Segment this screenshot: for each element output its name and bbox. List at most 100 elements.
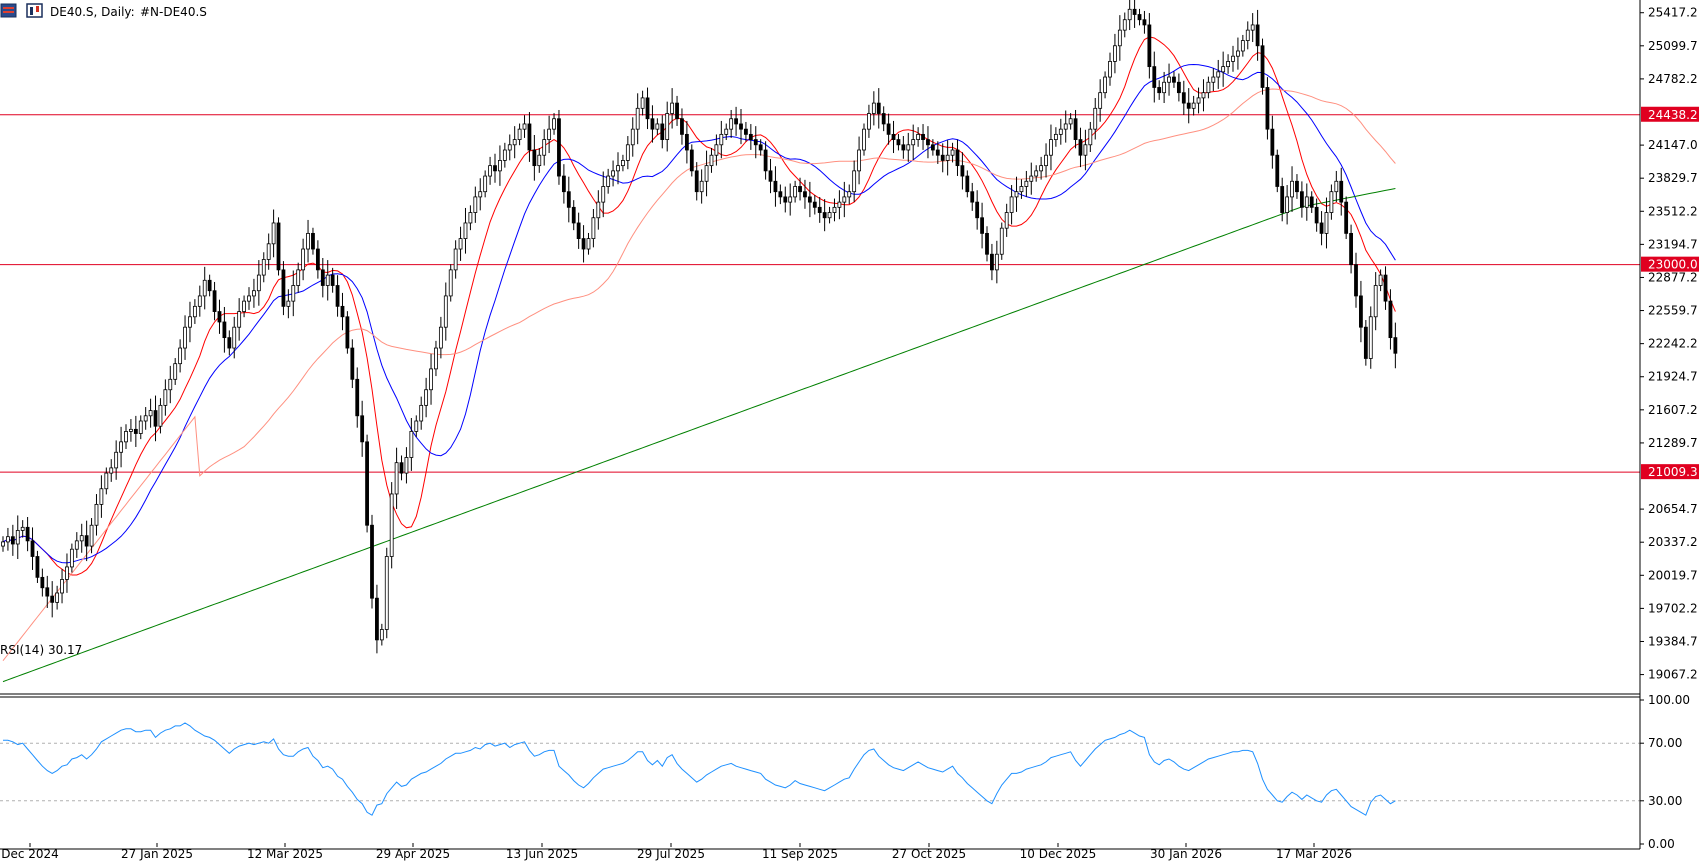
candle-body — [1226, 61, 1230, 68]
price-tick-label: 20337.2 — [1648, 535, 1698, 549]
candle-body — [414, 420, 419, 432]
candle-body — [1132, 8, 1137, 15]
candle-body — [1285, 196, 1290, 213]
moving-average-line — [2, 88, 1396, 662]
candle-body — [261, 259, 266, 276]
price-tick-label: 19067.2 — [1648, 668, 1698, 682]
candle-body — [857, 149, 861, 172]
rsi-tick-label: 70.00 — [1648, 736, 1682, 750]
time-tick-label: 27 Jan 2025 — [121, 847, 193, 861]
candle-body — [212, 290, 217, 312]
price-tick-label: 19384.7 — [1648, 634, 1698, 648]
candle-body — [138, 420, 143, 434]
price-tick-label: 21924.7 — [1648, 370, 1698, 384]
candle-body — [798, 186, 802, 193]
candle-body — [10, 536, 15, 545]
horizontal-levels[interactable]: 24438.2 23000.0 21009.3 — [0, 106, 1699, 480]
candle-body — [375, 597, 379, 641]
price-tick-label: 23194.7 — [1648, 237, 1698, 251]
candle-body — [980, 217, 984, 234]
candle-body — [832, 206, 837, 213]
candle-body — [926, 139, 930, 146]
candle-body — [660, 123, 665, 140]
price-tick-label: 23829.7 — [1648, 171, 1698, 185]
candle-body — [1319, 222, 1324, 234]
candle-body — [183, 326, 187, 349]
candle-body — [394, 462, 399, 495]
candle-body — [222, 321, 227, 339]
candle-body — [1083, 144, 1088, 156]
price-tick-label: 22559.7 — [1648, 304, 1698, 318]
candle-body — [645, 97, 650, 120]
candle-body — [502, 149, 507, 161]
candle-body — [675, 102, 679, 120]
candle-body — [581, 238, 586, 250]
candle-body — [276, 222, 281, 271]
candle-body — [1162, 81, 1167, 94]
candle-body — [158, 404, 163, 427]
candle-body — [286, 300, 291, 307]
candle-body — [340, 305, 345, 318]
candle-body — [886, 123, 891, 135]
candle-body — [463, 222, 468, 240]
candle-body — [1186, 102, 1191, 109]
candles-chart-icon[interactable] — [26, 3, 43, 18]
candle-body — [547, 128, 552, 140]
candle-body — [365, 441, 369, 526]
candle-body — [207, 279, 212, 292]
price-tick-label: 25099.7 — [1648, 39, 1698, 53]
candle-body — [1211, 76, 1216, 83]
candle-body — [1388, 300, 1393, 339]
candle-body — [1044, 154, 1048, 167]
candle-body — [842, 196, 847, 203]
candle-body — [434, 347, 438, 370]
candle-body — [965, 175, 970, 193]
candle-body — [1245, 29, 1250, 41]
candle-body — [758, 144, 763, 151]
candle-body — [301, 248, 306, 271]
candle-body — [315, 248, 320, 271]
candle-body — [483, 175, 488, 193]
candle-body — [719, 133, 724, 146]
candle-body — [438, 326, 443, 349]
candle-body — [621, 160, 625, 167]
candle-body — [1063, 123, 1068, 130]
time-tick-label: 17 Mar 2026 — [1276, 847, 1352, 861]
candle-body — [1280, 186, 1285, 213]
candle-body — [670, 102, 675, 114]
symbol-description: #N-DE40.S — [140, 5, 207, 19]
candle-body — [1304, 196, 1309, 208]
price-tick-label: 24782.2 — [1648, 72, 1698, 86]
candle-body — [493, 165, 497, 172]
candle-body — [473, 196, 478, 213]
candle-body — [822, 212, 827, 219]
candle-body — [1073, 118, 1078, 140]
candle-body — [916, 133, 921, 140]
candle-body — [1147, 24, 1152, 68]
moving-average-line — [2, 63, 1396, 564]
candle-body — [311, 232, 315, 250]
candle-body — [296, 269, 301, 286]
candle-body — [625, 144, 630, 161]
candle-body — [1250, 24, 1255, 31]
candle-body — [379, 629, 384, 641]
candle-body — [950, 149, 955, 156]
candle-body — [1349, 232, 1353, 266]
candle-body — [60, 579, 64, 594]
bars-chart-icon[interactable] — [0, 3, 17, 18]
candle-body — [1383, 274, 1388, 302]
candle-body — [601, 186, 606, 203]
candle-body — [55, 592, 60, 603]
candle-body — [571, 206, 576, 224]
candle-body — [266, 243, 271, 260]
time-tick-label: Dec 2024 — [1, 847, 59, 861]
level-tag — [1641, 106, 1699, 122]
candle-body — [1039, 165, 1044, 172]
candle-body — [6, 536, 10, 543]
candle-body — [557, 118, 561, 177]
price-tick-label: 24147.0 — [1648, 138, 1698, 152]
candle-body — [256, 274, 261, 292]
candle-body — [616, 165, 620, 172]
candle-body — [20, 526, 25, 531]
